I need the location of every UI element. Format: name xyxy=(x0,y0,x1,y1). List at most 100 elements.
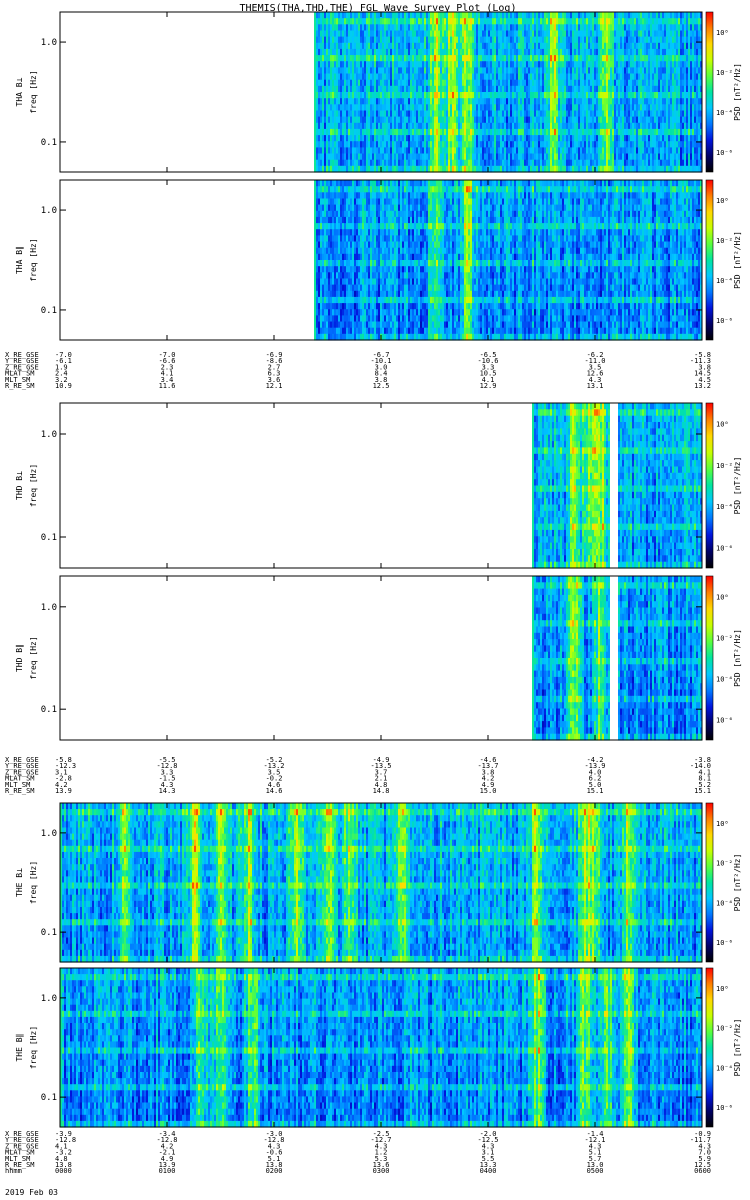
spectrogram-cell xyxy=(590,48,592,56)
spectrogram-cell xyxy=(436,67,438,75)
spectrogram-cell xyxy=(626,55,628,62)
spectrogram-cell xyxy=(462,61,464,68)
spectrogram-cell xyxy=(528,116,530,124)
spectrogram-cell xyxy=(566,116,568,124)
spectrogram-cell xyxy=(634,42,636,50)
spectrogram-cell xyxy=(484,104,486,112)
spectrogram-cell xyxy=(424,30,426,38)
spectrogram-cell xyxy=(628,116,630,124)
spectrogram-cell xyxy=(410,48,412,56)
spectrogram-cell xyxy=(360,48,362,56)
spectrogram-cell xyxy=(572,18,574,25)
spectrogram-cell xyxy=(406,36,408,44)
spectrogram-cell xyxy=(400,147,402,155)
spectrogram-cell xyxy=(512,55,514,62)
spectrogram-cell xyxy=(652,67,654,75)
spectrogram-cell xyxy=(650,73,652,81)
spectrogram-cell xyxy=(620,55,622,62)
spectrogram-cell xyxy=(470,55,472,62)
spectrogram-cell xyxy=(606,122,608,130)
spectrogram-cell xyxy=(490,153,492,161)
spectrogram-cell xyxy=(454,135,456,142)
spectrogram-cell xyxy=(340,141,342,148)
spectrogram-cell xyxy=(328,30,330,38)
spectrogram-cell xyxy=(674,153,676,161)
spectrogram-cell xyxy=(658,98,660,105)
spectrogram-cell xyxy=(416,18,418,25)
spectrogram-cell xyxy=(432,85,434,93)
spectrogram-cell xyxy=(612,128,614,136)
spectrogram-cell xyxy=(532,18,534,25)
spectrogram-cell xyxy=(628,73,630,81)
spectrogram-cell xyxy=(656,98,658,105)
spectrogram-cell xyxy=(690,159,692,167)
spectrogram-cell xyxy=(654,61,656,68)
spectrogram-cell xyxy=(470,135,472,142)
spectrogram-cell xyxy=(394,61,396,68)
spectrogram-cell xyxy=(330,141,332,148)
spectrogram-cell xyxy=(518,42,520,50)
spectrogram-cell xyxy=(476,147,478,155)
spectrogram-cell xyxy=(652,18,654,25)
spectrogram-cell xyxy=(460,165,462,173)
spectrogram-cell xyxy=(680,147,682,155)
spectrogram-cell xyxy=(468,85,470,93)
spectrogram-cell xyxy=(524,135,526,142)
spectrogram-cell xyxy=(492,116,494,124)
spectrogram-cell xyxy=(380,67,382,75)
spectrogram-cell xyxy=(526,135,528,142)
spectrogram-cell xyxy=(536,30,538,38)
spectrogram-cell xyxy=(464,85,466,93)
spectrogram-cell xyxy=(522,116,524,124)
spectrogram-cell xyxy=(618,30,620,38)
spectrogram-cell xyxy=(560,36,562,44)
spectrogram-cell xyxy=(400,135,402,142)
spectrogram-cell xyxy=(528,122,530,130)
spectrogram-cell xyxy=(356,85,358,93)
spectrogram-cell xyxy=(464,128,466,136)
spectrogram-cell xyxy=(684,24,686,32)
spectrogram-cell xyxy=(512,147,514,155)
spectrogram-cell xyxy=(676,98,678,105)
spectrogram-cell xyxy=(552,165,554,173)
spectrogram-cell xyxy=(480,153,482,161)
spectrogram-cell xyxy=(476,159,478,167)
spectrogram-cell xyxy=(632,116,634,124)
spectrogram-cell xyxy=(388,92,390,99)
spectrogram-cell xyxy=(470,79,472,87)
spectrogram-cell xyxy=(548,36,550,44)
spectrogram-cell xyxy=(472,159,474,167)
spectrogram-cell xyxy=(614,12,616,19)
spectrogram-cell xyxy=(370,12,372,19)
spectrogram-cell xyxy=(458,73,460,81)
spectrogram-cell xyxy=(568,110,570,118)
spectrogram-cell xyxy=(492,165,494,173)
spectrogram-cell xyxy=(420,98,422,105)
spectrogram-cell xyxy=(396,159,398,167)
spectrogram-cell xyxy=(386,18,388,25)
spectrogram-cell xyxy=(438,122,440,130)
spectrogram-cell xyxy=(378,48,380,56)
spectrogram-cell xyxy=(504,116,506,124)
spectrogram-cell xyxy=(412,153,414,161)
spectrogram-cell xyxy=(472,36,474,44)
spectrogram-cell xyxy=(612,79,614,87)
spectrogram-cell xyxy=(638,141,640,148)
spectrogram-cell xyxy=(428,36,430,44)
spectrogram-cell xyxy=(590,24,592,32)
spectrogram-cell xyxy=(612,135,614,142)
spectrogram-cell xyxy=(646,153,648,161)
spectrogram-cell xyxy=(602,98,604,105)
spectrogram-cell xyxy=(376,122,378,130)
spectrogram-cell xyxy=(536,165,538,173)
spectrogram-cell xyxy=(634,36,636,44)
spectrogram-cell xyxy=(372,36,374,44)
spectrogram-cell xyxy=(646,12,648,19)
spectrogram-cell xyxy=(530,79,532,87)
spectrogram-cell xyxy=(618,36,620,44)
spectrogram-cell xyxy=(622,122,624,130)
spectrogram-cell xyxy=(396,104,398,112)
spectrogram-cell xyxy=(416,153,418,161)
spectrogram-cell xyxy=(690,128,692,136)
spectrogram-cell xyxy=(638,79,640,87)
